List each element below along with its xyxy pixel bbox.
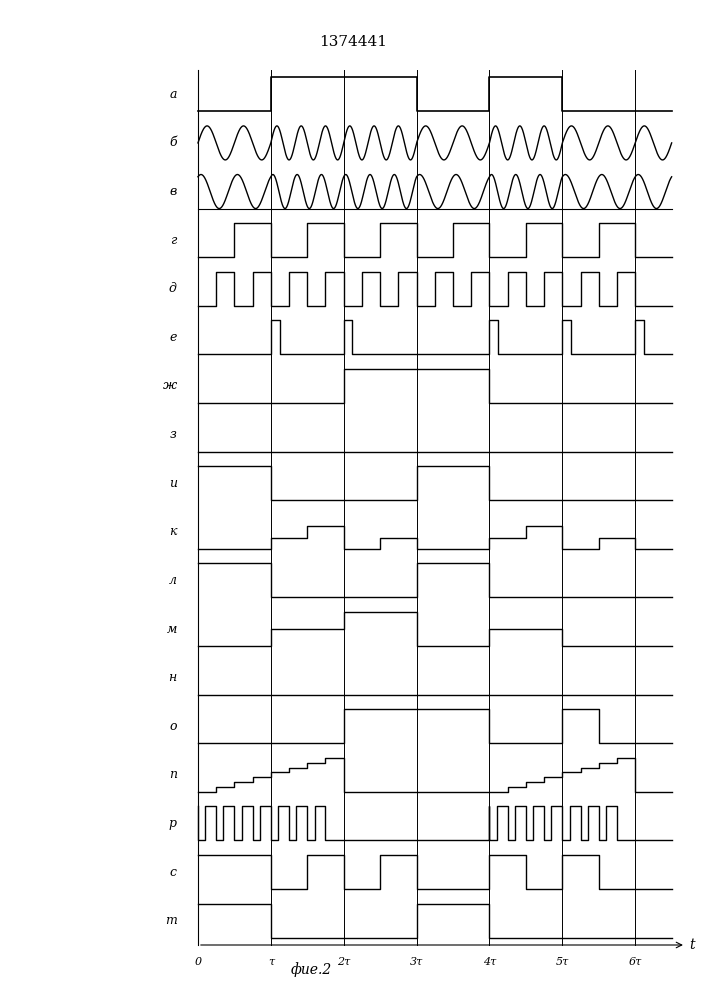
Text: 5τ: 5τ: [556, 957, 569, 967]
Text: д: д: [169, 282, 177, 295]
Text: з: з: [170, 428, 177, 441]
Text: 2τ: 2τ: [337, 957, 351, 967]
Text: с: с: [170, 866, 177, 879]
Text: о: о: [169, 720, 177, 733]
Text: 4τ: 4τ: [483, 957, 496, 967]
Text: е: е: [170, 331, 177, 344]
Text: в: в: [170, 185, 177, 198]
Text: б: б: [169, 136, 177, 149]
Text: к: к: [169, 525, 177, 538]
Text: п: п: [169, 768, 177, 781]
Text: 0: 0: [194, 957, 201, 967]
Text: 1374441: 1374441: [320, 35, 387, 49]
Text: г: г: [170, 234, 177, 247]
Text: τ: τ: [268, 957, 274, 967]
Text: фие.2: фие.2: [291, 962, 332, 977]
Text: т: т: [165, 914, 177, 927]
Text: л: л: [169, 574, 177, 587]
Text: 3τ: 3τ: [410, 957, 423, 967]
Text: 6τ: 6τ: [629, 957, 642, 967]
Text: м: м: [166, 623, 177, 636]
Text: а: а: [169, 88, 177, 101]
Text: р: р: [169, 817, 177, 830]
Text: н: н: [168, 671, 177, 684]
Text: ж: ж: [163, 379, 177, 392]
Text: t: t: [689, 938, 695, 952]
Text: и: и: [169, 477, 177, 490]
